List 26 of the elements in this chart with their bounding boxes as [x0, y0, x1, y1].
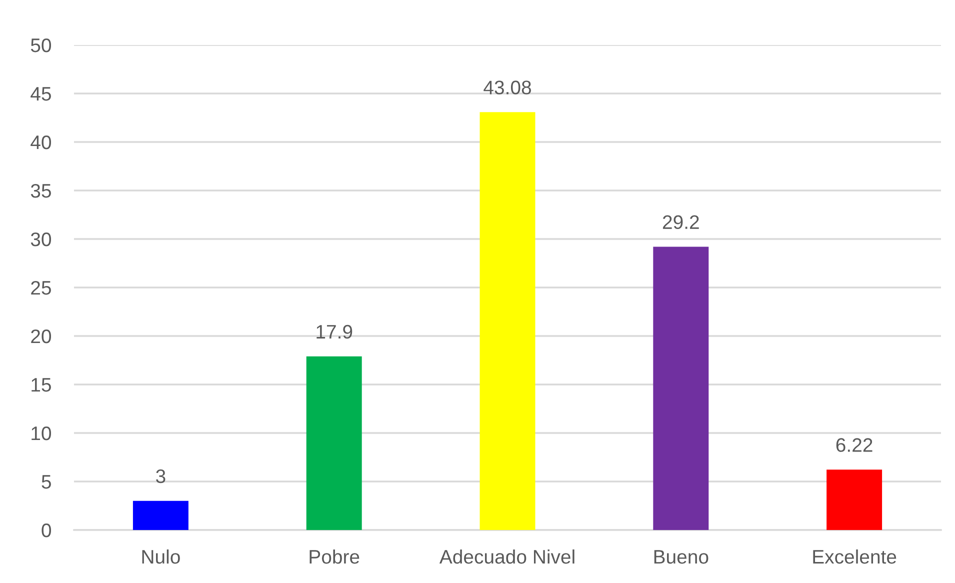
y-tick-label: 35	[30, 184, 51, 198]
data-label: 3	[156, 469, 166, 484]
y-tick-label: 10	[32, 426, 52, 440]
x-tick-label: Bueno	[654, 550, 708, 564]
x-tick-label: Excelente	[813, 549, 896, 564]
x-tick-label: Adecuado Nivel	[439, 549, 574, 564]
bar	[132, 500, 188, 530]
data-label: 6.22	[836, 438, 872, 452]
bar	[653, 246, 709, 530]
y-tick-label: 30	[30, 232, 52, 246]
bar	[826, 470, 882, 530]
data-label: 43.08	[484, 80, 531, 94]
x-tick-label: Nulo	[142, 549, 180, 564]
y-tick-label: 50	[30, 38, 52, 52]
x-tick-label: Pobre	[310, 549, 360, 564]
y-tick-label: 0	[42, 523, 52, 538]
bar	[306, 356, 362, 530]
y-tick-label: 20	[31, 329, 52, 344]
y-tick-label: 40	[30, 135, 52, 150]
y-tick-label: 25	[31, 280, 51, 295]
y-tick-label: 45	[30, 87, 51, 101]
data-label: 29.2	[662, 215, 699, 230]
y-tick-label: 5	[42, 475, 51, 489]
bar	[480, 112, 536, 530]
data-label: 17.9	[316, 324, 352, 339]
y-tick-label: 15	[32, 378, 51, 392]
